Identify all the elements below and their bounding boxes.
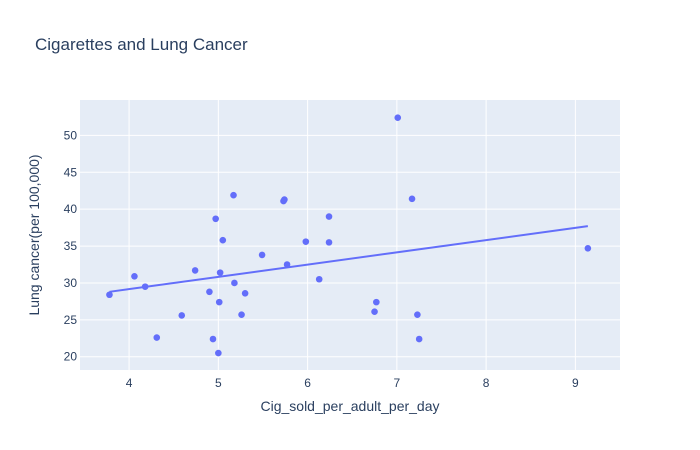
- data-point[interactable]: [281, 196, 288, 203]
- trendline-layer: [109, 225, 589, 293]
- data-point[interactable]: [238, 311, 245, 318]
- data-point[interactable]: [215, 349, 222, 357]
- data-point[interactable]: [371, 308, 378, 316]
- y-tick-labels: 20 25 30 35 40 45 50: [64, 128, 78, 363]
- x-tick-label: 8: [483, 376, 490, 390]
- y-tick-label: 35: [64, 239, 78, 253]
- data-point[interactable]: [209, 335, 217, 343]
- data-point[interactable]: [106, 291, 113, 299]
- data-point[interactable]: [325, 213, 333, 220]
- data-point[interactable]: [141, 283, 149, 290]
- x-axis-title: Cig_sold_per_adult_per_day: [260, 398, 439, 414]
- y-tick-label: 25: [64, 313, 78, 327]
- markers-layer: [106, 114, 592, 357]
- y-tick-label: 45: [64, 165, 78, 179]
- chart-title: Cigarettes and Lung Cancer: [35, 35, 248, 54]
- data-point[interactable]: [153, 334, 161, 341]
- data-point[interactable]: [206, 288, 213, 296]
- data-point[interactable]: [414, 311, 421, 318]
- data-point[interactable]: [408, 195, 416, 203]
- data-point[interactable]: [219, 236, 227, 244]
- data-point[interactable]: [325, 239, 333, 246]
- x-tick-labels: 4 5 6 7 8 9: [126, 376, 579, 390]
- data-point[interactable]: [258, 251, 266, 259]
- data-point[interactable]: [212, 215, 219, 223]
- data-point[interactable]: [215, 298, 223, 306]
- data-point[interactable]: [178, 312, 186, 319]
- data-point[interactable]: [584, 244, 592, 252]
- data-point[interactable]: [241, 289, 249, 297]
- x-tick-label: 6: [304, 376, 311, 390]
- trendline: [109, 225, 589, 293]
- y-axis-title: Lung cancer(per 100,000): [26, 154, 42, 315]
- x-tick-label: 4: [126, 376, 133, 390]
- plot-area[interactable]: [80, 100, 620, 370]
- data-point[interactable]: [283, 261, 291, 268]
- data-point[interactable]: [315, 275, 323, 283]
- data-point[interactable]: [394, 114, 402, 122]
- data-point[interactable]: [231, 279, 238, 287]
- y-tick-label: 50: [64, 128, 78, 142]
- y-tick-label: 30: [64, 276, 78, 290]
- x-tick-label: 7: [394, 376, 401, 390]
- data-point[interactable]: [131, 273, 138, 280]
- data-point[interactable]: [230, 191, 237, 199]
- data-point[interactable]: [302, 238, 310, 245]
- data-point[interactable]: [191, 267, 199, 274]
- data-point[interactable]: [216, 269, 224, 276]
- x-tick-label: 9: [572, 376, 579, 390]
- data-point[interactable]: [373, 298, 380, 306]
- x-tick-label: 5: [215, 376, 222, 390]
- y-tick-label: 20: [64, 350, 78, 364]
- x-gridlines: [128, 100, 576, 370]
- y-tick-label: 40: [64, 202, 78, 216]
- data-point[interactable]: [415, 335, 423, 343]
